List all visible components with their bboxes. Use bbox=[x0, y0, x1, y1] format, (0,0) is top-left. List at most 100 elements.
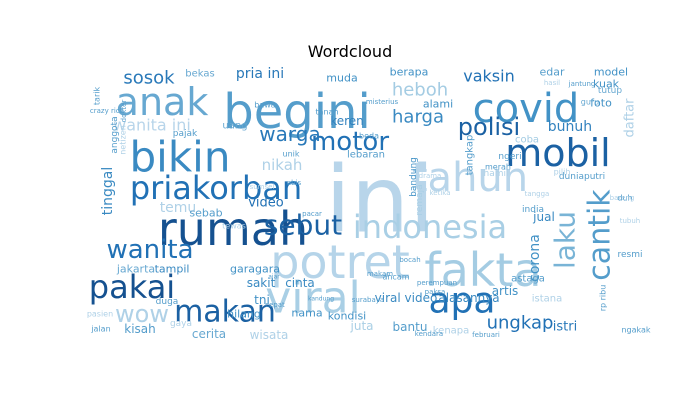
word-hilang: hilang bbox=[227, 308, 261, 321]
word-bikin: bikin bbox=[130, 133, 231, 182]
word-heboh: heboh bbox=[392, 80, 448, 101]
word-tubuh: tubuh bbox=[620, 217, 641, 225]
word-surabaya: surabaya bbox=[352, 296, 384, 304]
word-rumah: rumah bbox=[158, 202, 308, 256]
word-warga: warga bbox=[259, 122, 320, 146]
word-tangkap: tangkap bbox=[465, 135, 476, 176]
word-keren: keren bbox=[330, 114, 364, 128]
word-unik: unik bbox=[283, 150, 300, 159]
word-kandung: kandung bbox=[308, 296, 334, 303]
word-ketika: ketika bbox=[429, 189, 450, 197]
word-video: video bbox=[248, 196, 284, 211]
word-nama: nama bbox=[291, 307, 322, 320]
word-drama: drama bbox=[419, 172, 442, 180]
word-juta: juta bbox=[350, 319, 374, 333]
word-merah: merah bbox=[485, 163, 511, 172]
word-paksa: paksa bbox=[425, 288, 446, 296]
word-kenapa: kenapa bbox=[433, 326, 470, 337]
word-duh: duh bbox=[617, 194, 632, 203]
word-astaga: astaga bbox=[511, 274, 545, 285]
word-bantu: bantu bbox=[393, 320, 428, 334]
word-tni: tni bbox=[254, 293, 270, 307]
word-harga: harga bbox=[392, 107, 444, 128]
word-februari: februari bbox=[472, 331, 500, 339]
word-mobil: mobil bbox=[505, 131, 611, 175]
word-cinta: cinta bbox=[285, 276, 315, 290]
word-beda: beda bbox=[359, 132, 379, 141]
word-laku: laku bbox=[549, 211, 582, 269]
word-vaksin: vaksin bbox=[463, 67, 514, 86]
word-tangga: tangga bbox=[525, 190, 550, 198]
word-bunuh: bunuh bbox=[548, 119, 592, 135]
word-jakarta: jakarta bbox=[116, 263, 155, 276]
word-tewas: tewas bbox=[222, 222, 246, 231]
word-duniaputri: duniaputri bbox=[559, 172, 605, 182]
word-bareng: bareng bbox=[610, 194, 635, 202]
word-ini: ini bbox=[325, 147, 434, 254]
word-cepat: cepat bbox=[265, 301, 285, 309]
word-artis: artis bbox=[492, 284, 519, 298]
word-fakta: fakta bbox=[424, 243, 541, 297]
word-sebut: sebut bbox=[264, 209, 342, 242]
word-hasil: hasil bbox=[544, 79, 560, 87]
word-netizen: netizen bbox=[119, 125, 128, 155]
word-coba: coba bbox=[515, 135, 539, 146]
word-priakorban: priakorban bbox=[130, 169, 302, 207]
word-viral-video: viral video bbox=[375, 291, 438, 305]
word-istana: istana bbox=[532, 294, 563, 305]
word-guru: guru bbox=[581, 98, 600, 107]
word-berapa: berapa bbox=[390, 66, 429, 79]
word-gaya: gaya bbox=[170, 319, 192, 329]
word-pasien: pasien bbox=[87, 310, 113, 319]
word-muda: muda bbox=[326, 72, 357, 85]
word-bekas: bekas bbox=[185, 69, 214, 80]
word-kisah: kisah bbox=[124, 322, 156, 336]
word-begini: begini bbox=[223, 84, 371, 140]
word-model: model bbox=[594, 66, 628, 79]
word-rp-ribu: rp ribu bbox=[599, 285, 608, 312]
word-pilih: pilih bbox=[554, 168, 571, 177]
word-anak: anak bbox=[116, 80, 209, 124]
word-bawa: bawa bbox=[254, 101, 276, 110]
word-pakai: pakai bbox=[89, 268, 175, 306]
word-bocah: bocah bbox=[399, 256, 420, 264]
word-cerita: cerita bbox=[192, 327, 226, 341]
word-garagara: garagara bbox=[230, 263, 280, 276]
word-misterius: misterius bbox=[366, 98, 399, 106]
word-abis: abis bbox=[287, 179, 302, 187]
word-foto: foto bbox=[590, 97, 612, 110]
word-remaja: remaja bbox=[415, 184, 425, 215]
word-corona: corona bbox=[527, 234, 543, 282]
word-pacar: pacar bbox=[302, 210, 322, 218]
word-bandung: bandung bbox=[409, 157, 419, 197]
word-polisi: polisi bbox=[458, 113, 520, 141]
word-uang: uang bbox=[222, 121, 247, 132]
word-istri: istri bbox=[553, 320, 577, 335]
word-wanita: wanita bbox=[106, 235, 193, 265]
word-jantung: jantung bbox=[568, 80, 596, 88]
word-india: india bbox=[522, 205, 544, 215]
word-resmi: resmi bbox=[618, 250, 643, 260]
word-ancam: ancam bbox=[382, 273, 409, 282]
chart-title: Wordcloud bbox=[307, 42, 393, 61]
word-temu: temu bbox=[160, 200, 197, 216]
word-tinggal: tinggal bbox=[100, 167, 116, 216]
word-kondisi: kondisi bbox=[328, 310, 367, 323]
word-duga: duga bbox=[156, 297, 179, 307]
word-indonesia: indonesia bbox=[353, 208, 507, 246]
word-hamil: hamil bbox=[484, 169, 509, 179]
word-jalan: jalan bbox=[90, 325, 110, 334]
word-dokter: dokter bbox=[120, 100, 128, 123]
word-tarik: tarik bbox=[93, 87, 102, 106]
word-cantik: cantik bbox=[583, 189, 618, 281]
word-covid: covid bbox=[473, 86, 580, 132]
word-edar: edar bbox=[539, 66, 564, 79]
word-sakit: sakit bbox=[247, 276, 276, 290]
word-perempuan: perempuan bbox=[417, 279, 457, 287]
word-motor: motor bbox=[311, 127, 389, 157]
word-anggota: anggota bbox=[110, 116, 120, 153]
word-makan: makan bbox=[174, 295, 276, 330]
word-pajak: pajak bbox=[173, 129, 198, 139]
word-ngakak: ngakak bbox=[621, 326, 650, 335]
